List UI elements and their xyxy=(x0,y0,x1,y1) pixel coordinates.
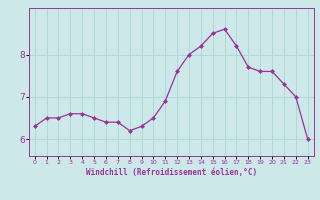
X-axis label: Windchill (Refroidissement éolien,°C): Windchill (Refroidissement éolien,°C) xyxy=(86,168,257,177)
